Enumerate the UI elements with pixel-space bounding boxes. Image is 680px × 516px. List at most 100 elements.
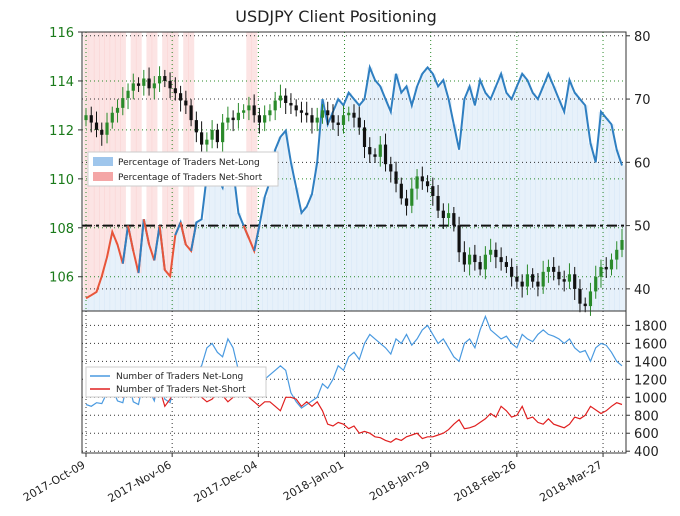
net-long-fill-18	[177, 222, 184, 311]
candle-body-5	[110, 112, 114, 123]
price-tick-label-110: 110	[49, 173, 74, 188]
candle-body-86	[536, 281, 540, 287]
candle-body-40	[294, 105, 298, 111]
net-long-fill-44	[314, 162, 321, 311]
net-long-fill-68	[440, 80, 447, 311]
net-long-fill-15	[162, 269, 168, 311]
candle-body-58	[389, 164, 393, 172]
net-long-fill-14	[156, 225, 163, 311]
candle-body-85	[531, 274, 535, 282]
net-long-fill-42	[304, 206, 310, 311]
legend-net-long-swatch	[93, 157, 113, 166]
bottom-legend: Number of Traders Net-Long Number of Tra…	[85, 366, 267, 398]
count-tick-label-1000: 1000	[634, 391, 667, 406]
candle-body-71	[457, 225, 461, 253]
candle-body-90	[557, 271, 561, 280]
candle-body-8	[126, 90, 130, 99]
price-axis-ticks: 106 108 110 112 114 116	[49, 26, 82, 286]
net-long-fill-21	[193, 222, 200, 311]
candle-body-22	[200, 132, 204, 145]
net-short-fill-0	[83, 32, 90, 299]
candle-body-17	[173, 88, 177, 94]
date-tick-label-3: 2018-Jan-01	[281, 458, 346, 503]
chart-title: USDJPY Client Positioning	[235, 7, 437, 26]
price-tick-label-106: 106	[49, 271, 74, 286]
count-tick-label-1200: 1200	[634, 373, 667, 388]
top-legend-box	[87, 151, 279, 187]
candle-body-93	[573, 274, 577, 289]
candle-body-34	[263, 115, 267, 123]
candle-body-35	[268, 110, 272, 116]
net-long-fill-27	[225, 156, 232, 311]
net-long-fill-72	[461, 99, 468, 312]
candle-body-54	[368, 147, 372, 155]
net-long-fill-13	[151, 260, 158, 311]
net-long-fill-4	[104, 257, 111, 311]
percent-tick-label-80: 80	[634, 30, 651, 45]
net-long-fill-35	[267, 181, 274, 311]
candle-body-11	[142, 78, 146, 86]
net-long-fill-74	[472, 105, 478, 311]
net-long-fill-84	[524, 80, 531, 311]
candle-body-41	[299, 110, 304, 113]
net-long-fill-64	[419, 73, 426, 312]
net-long-fill-20	[188, 250, 195, 311]
net-short-fill-5	[109, 32, 116, 232]
net-long-fill-78	[493, 86, 500, 311]
net-long-fill-56	[377, 86, 384, 311]
candle-body-24	[210, 129, 214, 140]
candle-body-26	[221, 122, 225, 143]
candle-body-38	[284, 95, 288, 103]
candle-body-63	[415, 176, 419, 189]
candle-body-31	[247, 105, 251, 111]
net-long-fill-30	[241, 225, 247, 311]
candle-body-79	[499, 257, 503, 263]
net-long-fill-34	[262, 197, 268, 311]
candle-body-82	[515, 276, 519, 282]
net-long-fill-25	[214, 178, 221, 311]
net-long-fill-6	[114, 244, 121, 311]
candle-body-7	[121, 98, 125, 108]
candle-body-72	[462, 252, 466, 265]
candle-body-3	[100, 129, 104, 135]
net-long-fill-95	[582, 105, 589, 311]
candle-body-101	[615, 249, 619, 260]
net-long-fill-43	[309, 193, 316, 311]
percent-tick-label-40: 40	[634, 283, 651, 298]
net-short-fill-13	[151, 32, 158, 261]
candle-body-92	[567, 274, 572, 282]
net-long-fill-85	[530, 92, 536, 311]
count-tick-label-600: 600	[634, 427, 659, 442]
candle-body-64	[420, 176, 424, 182]
price-tick-label-112: 112	[49, 124, 74, 139]
candle-body-65	[425, 181, 430, 187]
net-long-fill-89	[551, 86, 557, 311]
count-tick-label-800: 800	[634, 409, 659, 424]
price-tick-label-116: 116	[49, 26, 74, 41]
net-long-fill-92	[566, 80, 573, 311]
candle-body-50	[347, 112, 351, 116]
net-long-fill-97	[593, 162, 599, 311]
net-long-fill-82	[514, 86, 521, 311]
candle-body-77	[489, 249, 493, 255]
bottom-gridlines	[82, 311, 626, 453]
candle-body-62	[410, 188, 414, 206]
trader-count-panel: 400 600 800 1000 1200 1400 1600 1800 Number of …	[81, 310, 667, 460]
date-tick-label-2: 2017-Dec-04	[192, 458, 260, 505]
candle-body-53	[362, 127, 367, 148]
candle-body-1	[89, 115, 93, 123]
net-short-fill-4	[104, 32, 111, 258]
net-long-fill-3	[99, 276, 105, 311]
net-short-fill-6	[114, 32, 121, 245]
candle-body-21	[194, 120, 198, 133]
net-long-fill-50	[346, 92, 352, 311]
candle-body-51	[352, 112, 356, 118]
net-short-fill-32	[251, 32, 258, 251]
date-tick-label-0: 2017-Oct-09	[21, 458, 87, 504]
net-short-fill-20	[188, 32, 195, 251]
net-short-fill-7	[120, 32, 126, 264]
candle-body-87	[541, 271, 545, 287]
candle-body-15	[163, 76, 167, 81]
candle-body-88	[546, 266, 551, 272]
